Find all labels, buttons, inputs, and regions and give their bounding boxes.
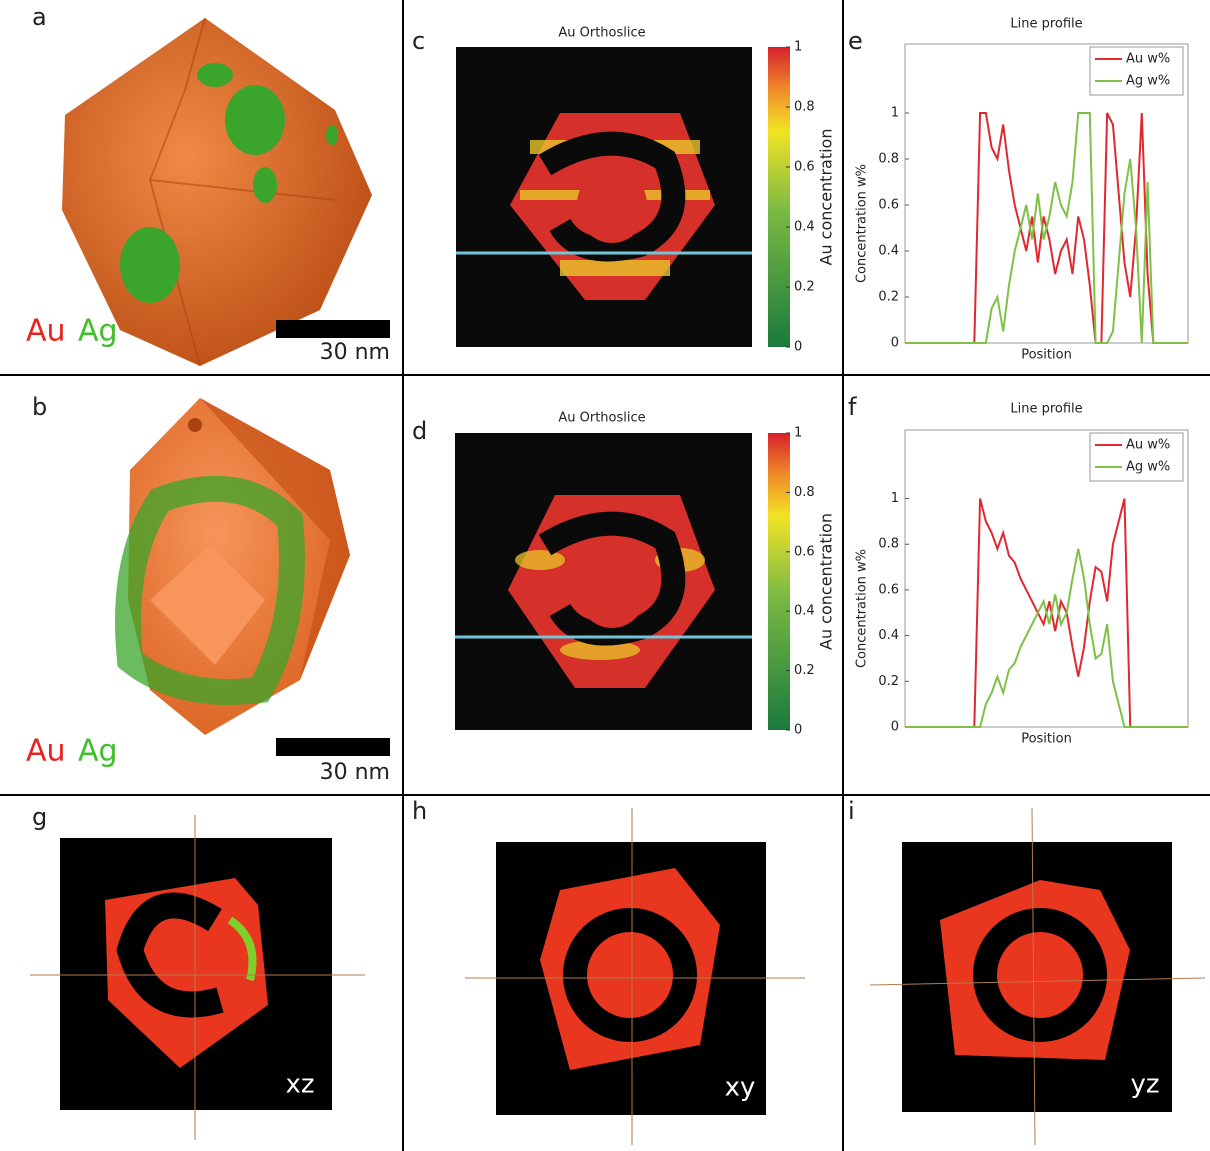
- colorbar-tick-label: 0.8: [794, 100, 815, 115]
- legend-label: Ag w%: [1126, 74, 1170, 89]
- y-tick-label: 0.2: [878, 674, 899, 689]
- colorbar-tick-label: 1: [794, 426, 802, 441]
- panel-label: f: [848, 393, 857, 421]
- y-tick-label: 0.6: [878, 198, 899, 213]
- panel-label: e: [848, 27, 863, 55]
- y-tick-label: 1: [891, 491, 899, 506]
- chart-title: Line profile: [1010, 17, 1082, 32]
- section-g: [30, 815, 365, 1140]
- colorbar-tick-label: 0.6: [794, 544, 815, 559]
- panel-label: b: [32, 393, 47, 421]
- element-label: Au: [26, 314, 66, 349]
- y-tick-label: 0: [891, 336, 899, 351]
- legend-label: Au w%: [1126, 438, 1170, 453]
- colorbar-tick-label: 0.6: [794, 160, 815, 175]
- orthoslice-title: Au Orthoslice: [558, 26, 645, 41]
- y-tick-label: 0.6: [878, 582, 899, 597]
- legend-label: Ag w%: [1126, 460, 1170, 475]
- orthoslice-c: [456, 47, 752, 347]
- orthoslice-title: Au Orthoslice: [558, 411, 645, 426]
- section-label: xz: [285, 1070, 314, 1100]
- x-axis-label: Position: [1021, 732, 1072, 747]
- figure: a b c d e f g h i Au Ag 30 nm Au Ag 30 nm Au Orthoslice…: [0, 0, 1210, 1151]
- y-tick-label: 0.8: [878, 152, 899, 167]
- panel-label: a: [32, 3, 47, 31]
- colorbar-tick-label: 0.8: [794, 485, 815, 500]
- x-axis-label: Position: [1021, 348, 1072, 363]
- render-b: [128, 398, 350, 735]
- scale-bar-label: 30 nm: [320, 340, 390, 365]
- scale-bar: [276, 320, 390, 338]
- colorbar-tick-label: 0: [794, 723, 802, 738]
- legend-label: Au w%: [1126, 52, 1170, 67]
- panel-label: i: [848, 797, 855, 825]
- colorbar: [768, 47, 790, 347]
- y-tick-label: 0: [891, 720, 899, 735]
- colorbar-tick-label: 0.4: [794, 604, 815, 619]
- element-label: Au: [26, 734, 66, 769]
- y-tick-label: 1: [891, 106, 899, 121]
- panel-label: g: [32, 803, 47, 831]
- panel-label: h: [412, 797, 427, 825]
- y-axis-label: Concentration w%: [855, 164, 870, 283]
- colorbar: [768, 433, 790, 730]
- colorbar-tick-label: 0: [794, 340, 802, 355]
- scale-bar: [276, 738, 390, 756]
- y-tick-label: 0.4: [878, 244, 899, 259]
- colorbar-tick-label: 0.2: [794, 280, 815, 295]
- y-tick-label: 0.2: [878, 290, 899, 305]
- colorbar-tick-label: 0.4: [794, 220, 815, 235]
- orthoslice-d: [455, 433, 752, 730]
- colorbar-label: Au concentration: [817, 513, 836, 650]
- section-label: yz: [1130, 1070, 1159, 1100]
- y-tick-label: 0.8: [878, 537, 899, 552]
- section-label: xy: [725, 1073, 756, 1103]
- panel-label: d: [412, 417, 427, 445]
- panel-label: c: [412, 27, 425, 55]
- scale-bar-label: 30 nm: [320, 760, 390, 785]
- element-label: Ag: [78, 734, 118, 769]
- colorbar-tick-label: 0.2: [794, 663, 815, 678]
- colorbar-tick-label: 1: [794, 40, 802, 55]
- element-label: Ag: [78, 314, 118, 349]
- y-axis-label: Concentration w%: [855, 549, 870, 668]
- y-tick-label: 0.4: [878, 628, 899, 643]
- chart-title: Line profile: [1010, 402, 1082, 417]
- colorbar-label: Au concentration: [817, 129, 836, 266]
